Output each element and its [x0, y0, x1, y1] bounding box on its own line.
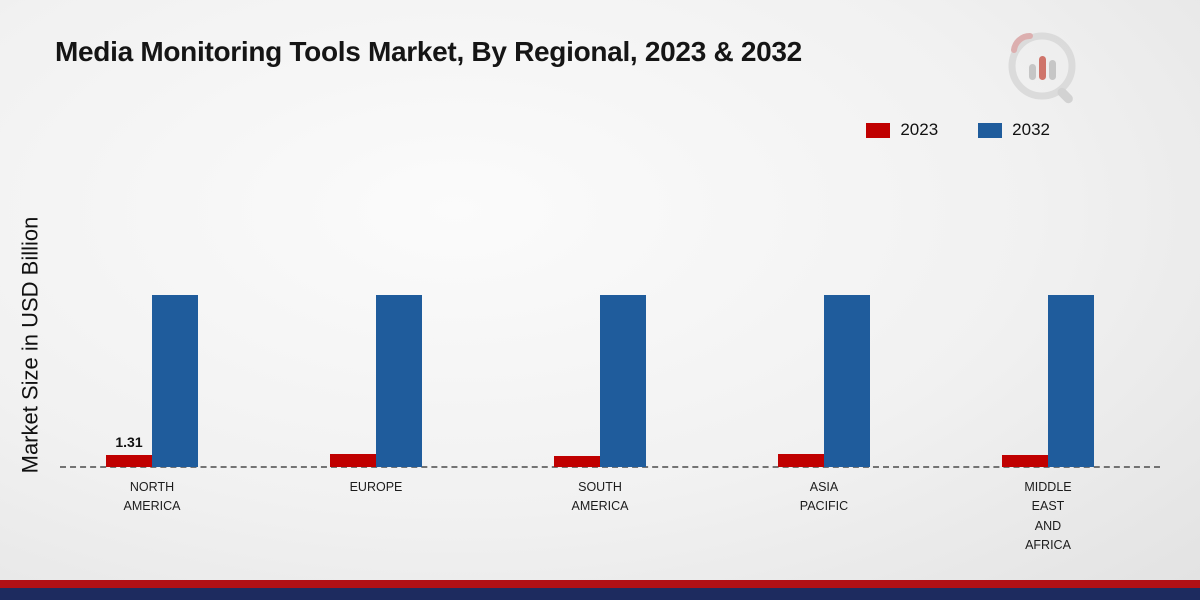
bar-group-europe [264, 294, 488, 467]
category-label-europe: EUROPE [349, 480, 403, 494]
bar-2032-middle-east-and-africa [1048, 294, 1094, 467]
legend-item-2032: 2032 [978, 120, 1050, 140]
footer-stripe-red [0, 580, 1200, 588]
x-axis-baseline [60, 466, 1160, 468]
bar-group-south-america [488, 294, 712, 467]
bar-group-asia-pacific [712, 294, 936, 467]
category-label-asia-pacific: ASIA PACIFIC [799, 480, 849, 514]
bar-2032-asia-pacific [824, 294, 870, 467]
legend-item-2023: 2023 [866, 120, 938, 140]
category-label-south-america: SOUTH AMERICA [571, 480, 629, 514]
legend-swatch-2032 [978, 122, 1003, 138]
bar-group-middle-east-and-africa [936, 294, 1160, 467]
brand-logo-icon [1008, 32, 1076, 104]
bar-2032-south-america [600, 294, 646, 467]
chart-title: Media Monitoring Tools Market, By Region… [55, 36, 802, 67]
category-label-middle-east-and-africa: MIDDLE EAST AND AFRICA [1024, 480, 1072, 553]
bar-2023-middle-east-and-africa [1002, 454, 1048, 467]
bar-groups: 1.31 [40, 207, 1160, 467]
bar-value-label-north-america: 1.31 [115, 433, 143, 450]
legend: 2023 2032 [866, 120, 1050, 140]
legend-label-2023: 2023 [900, 120, 939, 139]
bar-2023-south-america [554, 455, 600, 467]
footer-stripe-navy [0, 588, 1200, 600]
legend-label-2032: 2032 [1012, 120, 1050, 139]
category-labels: NORTH AMERICA EUROPE SOUTH AMERICA ASIA PACIFI… [40, 478, 1160, 556]
bar-2032-north-america [152, 294, 198, 467]
bar-group-north-america: 1.31 [40, 294, 264, 467]
bar-2023-europe [330, 454, 376, 467]
bar-2023-asia-pacific [778, 453, 824, 467]
bar-2023-north-america [106, 454, 152, 467]
brand-logo [996, 26, 1084, 114]
category-label-north-america: NORTH AMERICA [123, 480, 181, 514]
bar-2032-europe [376, 294, 422, 467]
legend-swatch-2023 [866, 122, 891, 138]
